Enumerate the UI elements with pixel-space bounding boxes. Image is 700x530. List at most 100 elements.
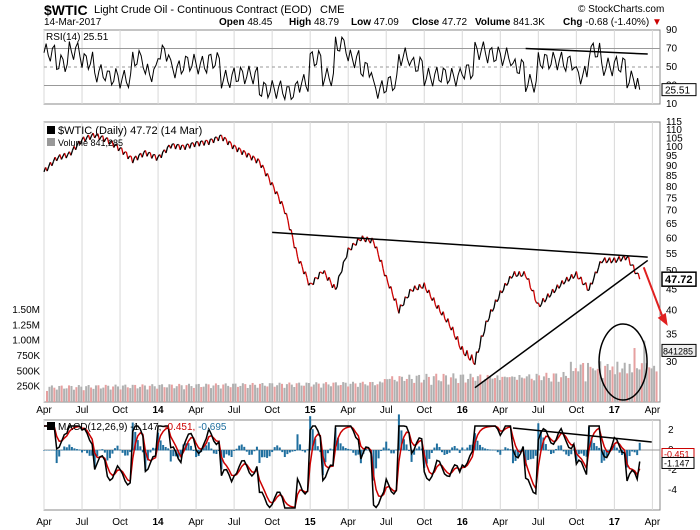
volume-bar — [356, 386, 359, 402]
volume-bar — [339, 384, 342, 402]
instrument-name: Light Crude Oil - Continuous Contract (E… — [94, 4, 312, 16]
price-segment — [558, 285, 562, 289]
x-tick-label: Jul — [532, 517, 545, 528]
x-tick-label: Oct — [112, 517, 128, 528]
volume-bar — [53, 387, 56, 402]
volume-bar — [246, 387, 249, 402]
price-segment — [46, 166, 50, 172]
price-segment — [186, 143, 189, 146]
volume-bar — [320, 387, 323, 402]
macd-histogram-bar — [337, 437, 340, 451]
volume-bar — [63, 388, 66, 402]
price-segment — [268, 177, 272, 186]
price-segment — [70, 150, 74, 156]
price-segment — [306, 277, 310, 286]
macd-histogram-bar — [463, 449, 466, 451]
macd-histogram-bar — [68, 444, 71, 451]
volume-bar — [594, 370, 597, 402]
macd-histogram-bar — [631, 450, 634, 452]
price-segment — [241, 150, 245, 155]
macd-histogram-bar — [494, 449, 497, 451]
volume-bar — [173, 388, 176, 402]
volume-bar — [552, 373, 555, 402]
price-segment — [461, 346, 465, 355]
price-segment — [588, 282, 592, 291]
volume-bar — [457, 383, 460, 402]
macd-histogram-bar — [106, 450, 109, 461]
x-tick-label: 15 — [305, 517, 317, 528]
macd-histogram-bar — [638, 442, 641, 451]
price-segment — [456, 336, 460, 346]
volume-bar — [547, 377, 550, 402]
macd-histogram-bar — [286, 450, 289, 455]
volume-bar — [236, 386, 239, 402]
macd-histogram-bar — [484, 448, 487, 451]
price-segment — [414, 285, 417, 290]
macd-histogram-bar — [299, 444, 302, 451]
macd-value-badge-text: -1.147 — [664, 458, 690, 468]
price-segment — [273, 186, 276, 195]
volume-bar — [77, 385, 80, 402]
price-segment — [575, 271, 579, 279]
volume-bar — [643, 340, 646, 402]
price-segment — [479, 335, 482, 348]
macd-histogram-bar — [446, 450, 449, 455]
price-segment — [532, 290, 536, 301]
macd-histogram-bar — [108, 450, 111, 459]
macd-histogram-bar — [626, 450, 629, 468]
volume-bar — [134, 384, 137, 402]
macd-histogram-bar — [136, 440, 139, 451]
volume-bar — [628, 363, 631, 402]
macd-histogram-bar — [70, 446, 73, 451]
price-segment — [127, 155, 131, 160]
volume-bar — [398, 376, 401, 402]
macd-histogram-bar — [342, 446, 345, 451]
price-segment — [117, 147, 121, 152]
price-segment — [385, 275, 389, 283]
macd-histogram-bar — [451, 447, 454, 451]
macd-histogram-bar — [585, 450, 588, 457]
macd-histogram-bar — [598, 447, 601, 451]
volume-bar — [513, 376, 516, 402]
volume-bar — [126, 387, 129, 402]
price-segment — [317, 271, 321, 280]
price-segment — [548, 294, 552, 298]
volume-bar — [525, 376, 528, 402]
macd-histogram-bar — [319, 450, 322, 453]
volume-bar — [599, 361, 602, 402]
price-segment — [506, 282, 509, 286]
macd-histogram-bar — [567, 450, 570, 457]
price-segment — [482, 331, 486, 337]
macd-histogram-bar — [266, 450, 269, 458]
price-segment — [342, 259, 346, 263]
volume-bar — [587, 362, 590, 402]
volume-bar — [161, 384, 164, 402]
price-segment — [418, 283, 422, 288]
macd-histogram-bar — [534, 450, 537, 456]
macd-histogram-bar — [347, 448, 350, 451]
volume-bar — [542, 376, 545, 402]
volume-bar — [266, 386, 269, 402]
price-segment — [591, 278, 595, 285]
volume-bar — [491, 378, 494, 402]
volume-bar — [65, 388, 68, 402]
price-segment — [287, 220, 291, 231]
macd-histogram-bar — [509, 449, 512, 451]
volume-bar — [361, 381, 364, 402]
volume-bar — [459, 374, 462, 402]
volume-bar — [60, 385, 63, 402]
volume-bar — [312, 384, 315, 402]
price-segment — [312, 277, 316, 285]
macd-histogram-bar — [288, 450, 291, 453]
price-segment — [281, 200, 284, 207]
volume-bar — [606, 363, 609, 402]
price-segment — [333, 284, 337, 290]
macd-histogram-bar — [440, 450, 443, 453]
volume-bar — [422, 379, 425, 402]
price-segment — [488, 309, 492, 319]
chg-label: Chg — [563, 17, 583, 28]
macd-histogram-bar — [255, 446, 258, 451]
price-segment — [193, 141, 197, 148]
macd-histogram-bar — [93, 450, 96, 468]
